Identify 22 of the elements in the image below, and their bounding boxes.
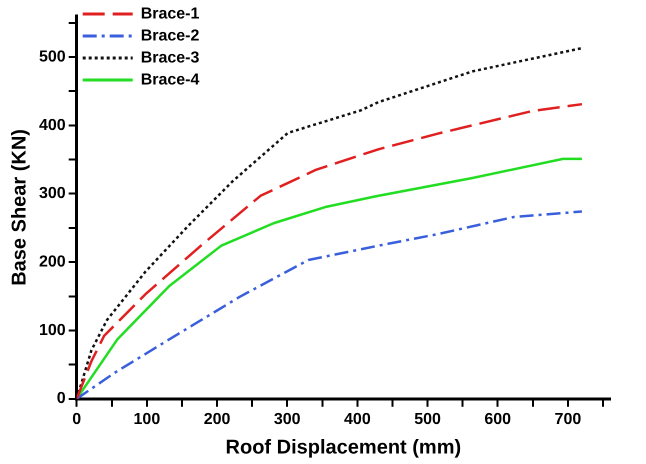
x-tick-label: 300 [274, 410, 301, 428]
legend-label: Brace-2 [140, 27, 200, 44]
x-tick-label: 200 [204, 410, 230, 428]
line-series [76, 210, 584, 399]
y-tick-label: 500 [38, 48, 66, 66]
y-axis-title: Base Shear (KN) [8, 129, 31, 286]
x-tick-label: 0 [72, 410, 82, 428]
y-tick-label: 400 [38, 116, 66, 134]
x-tick-label: 400 [344, 410, 371, 428]
y-tick-label: 0 [56, 390, 66, 408]
y-tick-label: 200 [38, 253, 66, 270]
x-tick-label: 500 [414, 410, 441, 428]
legend-label: Brace-4 [140, 71, 200, 88]
x-axis-title: Roof Displacement (mm) [226, 436, 462, 459]
x-tick-label: 100 [134, 410, 160, 428]
y-tick-label: 100 [38, 322, 66, 339]
legend-label: Brace-3 [140, 49, 200, 66]
line-series [76, 102, 584, 399]
x-tick-label: 600 [484, 410, 512, 428]
y-tick-label: 300 [38, 185, 66, 202]
legend-label: Brace-1 [140, 5, 200, 22]
x-tick-label: 700 [554, 410, 582, 428]
